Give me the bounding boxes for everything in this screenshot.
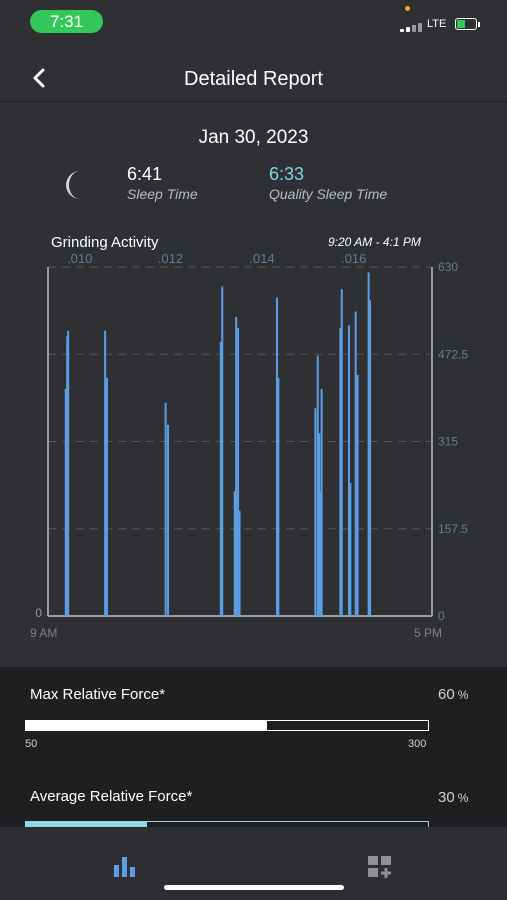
- quality-sleep-time-value: 6:33: [269, 164, 305, 184]
- left-axis-tick-label: 0: [35, 606, 42, 620]
- right-axis-tick-label: 630: [438, 260, 458, 274]
- avg-force-label: Average Relative Force*: [30, 788, 193, 805]
- home-indicator: [164, 885, 344, 890]
- max-force-bar: [25, 720, 429, 731]
- status-bar: 7:31 LTE: [0, 0, 507, 44]
- max-force-scale-min: 50: [25, 738, 38, 750]
- privacy-indicator-dot: [405, 6, 410, 11]
- max-force-label: Max Relative Force*: [30, 686, 166, 703]
- top-axis-tick-label: .010: [67, 251, 92, 266]
- top-axis-tick-label: .014: [249, 251, 274, 266]
- avg-force-unit: %: [457, 791, 469, 805]
- max-force-bar-fill: [26, 721, 268, 730]
- right-axis-tick-label: 157.5: [438, 522, 468, 536]
- add-widget-icon[interactable]: [368, 856, 392, 878]
- x-axis-end-label: 5 PM: [414, 626, 442, 640]
- metrics-panel: Max Relative Force* 60% 50 300 Average R…: [0, 667, 507, 832]
- chevron-left-icon[interactable]: [30, 68, 50, 88]
- quality-sleep-time-label: Quality Sleep Time: [269, 186, 388, 202]
- battery-icon: [455, 18, 480, 30]
- right-axis-tick-label: 0: [438, 609, 445, 623]
- chart-title: Grinding Activity: [51, 234, 159, 251]
- navigation-bar: Detailed Report: [0, 55, 507, 102]
- max-force-number: 60: [438, 686, 455, 703]
- cellular-signal-icon: [400, 22, 422, 32]
- avg-force-value: 30%: [438, 789, 468, 806]
- moon-icon: [66, 171, 80, 199]
- right-axis-tick-label: 472.5: [438, 347, 468, 361]
- report-date: Jan 30, 2023: [198, 127, 309, 148]
- x-axis-start-label: 9 AM: [30, 626, 57, 640]
- right-axis-tick-label: 315: [438, 435, 458, 449]
- sleep-time-label: Sleep Time: [127, 186, 198, 202]
- max-force-unit: %: [457, 688, 469, 702]
- network-type: LTE: [427, 18, 447, 30]
- status-time: 7:31: [30, 10, 103, 33]
- sleep-time-value: 6:41: [127, 164, 163, 184]
- max-force-value: 60%: [438, 686, 468, 703]
- avg-force-number: 30: [438, 789, 455, 806]
- top-axis-tick-label: .012: [158, 251, 183, 266]
- bar-chart-icon[interactable]: [113, 855, 139, 877]
- grinding-activity-chart: 0 157.5 315 472.5 630 0 .010 .012 .014 .016 9 AM 5 …: [30, 251, 468, 640]
- chart-time-range: 9:20 AM - 4:1 PM: [328, 235, 421, 249]
- top-axis-tick-label: .016: [341, 251, 366, 266]
- avg-force-bar-fill: [26, 822, 147, 831]
- max-force-scale-max: 300: [408, 738, 427, 750]
- page-title: Detailed Report: [184, 68, 323, 90]
